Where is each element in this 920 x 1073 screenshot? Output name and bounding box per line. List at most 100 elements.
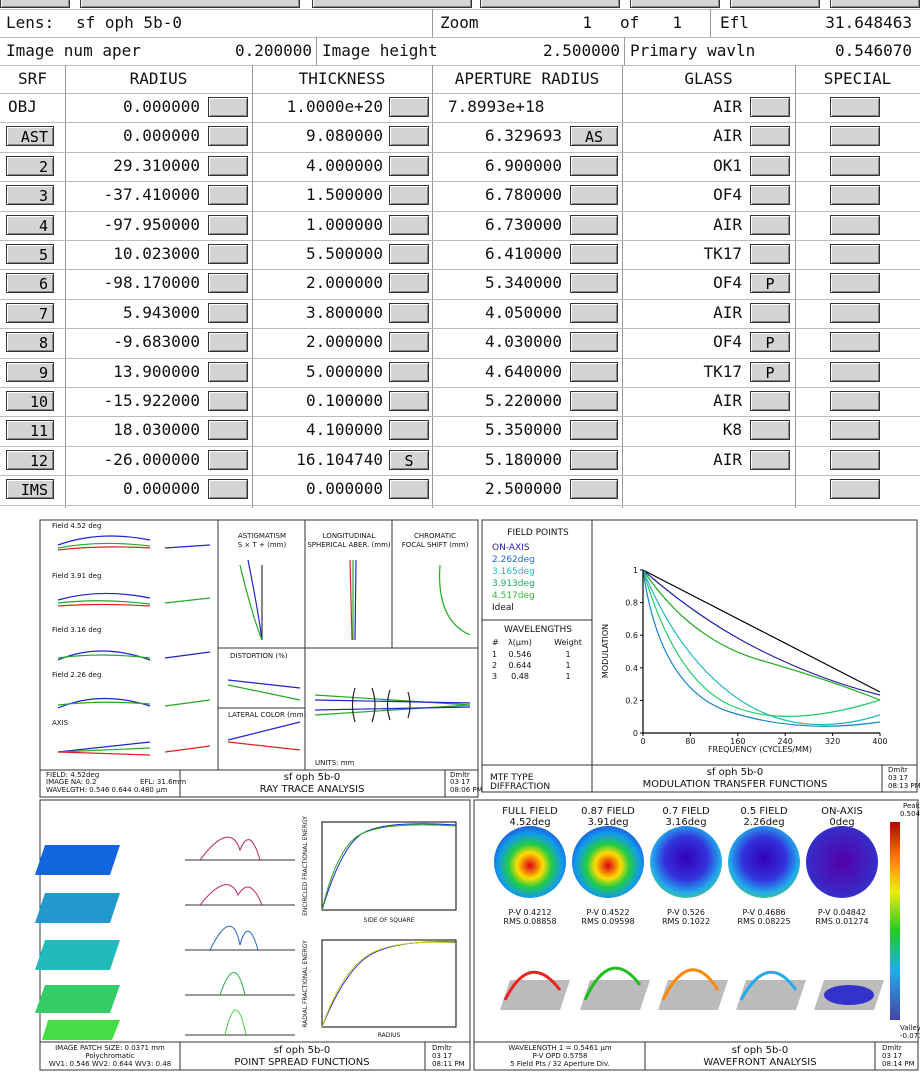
- button[interactable]: [389, 244, 429, 264]
- button[interactable]: [208, 97, 248, 117]
- button[interactable]: [389, 361, 429, 382]
- button[interactable]: [570, 302, 618, 323]
- button[interactable]: [208, 420, 248, 441]
- button[interactable]: [570, 244, 618, 264]
- field-angle: 0deg: [829, 817, 854, 828]
- footer-text: IMAGE PATCH SIZE: 0.0371 mm: [55, 1044, 165, 1052]
- button[interactable]: [389, 391, 429, 411]
- button[interactable]: [750, 185, 790, 206]
- button[interactable]: [570, 449, 618, 470]
- button[interactable]: [750, 391, 790, 411]
- button[interactable]: [389, 155, 429, 176]
- button[interactable]: [570, 185, 618, 206]
- button[interactable]: 10: [6, 391, 54, 411]
- button[interactable]: IMS: [6, 479, 54, 500]
- button[interactable]: [750, 302, 790, 323]
- button[interactable]: [570, 420, 618, 441]
- button[interactable]: [389, 302, 429, 323]
- toolbar-button[interactable]: [630, 0, 720, 8]
- button[interactable]: [570, 332, 618, 353]
- button[interactable]: [208, 244, 248, 264]
- button[interactable]: [208, 361, 248, 382]
- button[interactable]: 8: [6, 332, 54, 353]
- button[interactable]: [389, 420, 429, 441]
- button[interactable]: 11: [6, 420, 54, 441]
- button[interactable]: [830, 97, 880, 117]
- button[interactable]: [750, 126, 790, 147]
- button[interactable]: [208, 391, 248, 411]
- button[interactable]: [570, 361, 618, 382]
- button[interactable]: [830, 214, 880, 235]
- button[interactable]: [389, 479, 429, 500]
- toolbar-button[interactable]: [480, 0, 620, 8]
- glass: AIR: [713, 302, 742, 322]
- thickness: 1.000000: [305, 214, 383, 234]
- button[interactable]: AS: [570, 126, 618, 147]
- button[interactable]: [570, 155, 618, 176]
- button[interactable]: [830, 244, 880, 264]
- button[interactable]: [208, 185, 248, 206]
- button[interactable]: [208, 449, 248, 470]
- button[interactable]: [830, 361, 880, 382]
- button[interactable]: [389, 185, 429, 206]
- toolbar-button[interactable]: [312, 0, 472, 8]
- aperture-radius: 7.8993e+18: [448, 97, 545, 116]
- toolbar-button[interactable]: [730, 0, 820, 8]
- button[interactable]: [830, 449, 880, 470]
- button[interactable]: AST: [6, 126, 54, 147]
- column-line: [710, 9, 711, 37]
- button[interactable]: [389, 126, 429, 147]
- button[interactable]: [389, 332, 429, 353]
- button[interactable]: 5: [6, 244, 54, 264]
- button[interactable]: [570, 214, 618, 235]
- button[interactable]: [750, 420, 790, 441]
- button[interactable]: [830, 332, 880, 353]
- button[interactable]: [750, 449, 790, 470]
- button[interactable]: 9: [6, 361, 54, 382]
- y-tick-label: 1: [633, 566, 638, 575]
- button[interactable]: [750, 214, 790, 235]
- button[interactable]: [389, 97, 429, 117]
- button[interactable]: [830, 391, 880, 411]
- button[interactable]: 2: [6, 155, 54, 176]
- button[interactable]: [208, 214, 248, 235]
- button[interactable]: [389, 273, 429, 294]
- button[interactable]: [389, 214, 429, 235]
- button[interactable]: 4: [6, 214, 54, 235]
- footer-text: 03 17: [432, 1052, 452, 1060]
- button[interactable]: [750, 155, 790, 176]
- button[interactable]: 6: [6, 273, 54, 294]
- button[interactable]: S: [389, 449, 429, 470]
- button[interactable]: [208, 155, 248, 176]
- button[interactable]: [830, 273, 880, 294]
- button[interactable]: P: [750, 273, 790, 294]
- button[interactable]: [830, 155, 880, 176]
- button[interactable]: [208, 126, 248, 147]
- button[interactable]: 3: [6, 185, 54, 206]
- toolbar-button[interactable]: [80, 0, 300, 8]
- wavelength-cell: 1: [565, 661, 570, 670]
- button[interactable]: [750, 97, 790, 117]
- button[interactable]: [830, 302, 880, 323]
- button[interactable]: [830, 479, 880, 500]
- button[interactable]: [570, 273, 618, 294]
- thickness: 4.000000: [305, 155, 383, 175]
- button[interactable]: [830, 420, 880, 441]
- button[interactable]: [208, 273, 248, 294]
- button[interactable]: 12: [6, 449, 54, 470]
- button[interactable]: P: [750, 332, 790, 353]
- button[interactable]: P: [750, 361, 790, 382]
- button[interactable]: 7: [6, 302, 54, 323]
- button[interactable]: [570, 391, 618, 411]
- aperture-radius: 6.410000: [484, 244, 562, 263]
- wavelength-header: λ(µm): [508, 638, 532, 647]
- button[interactable]: [208, 332, 248, 353]
- toolbar-button[interactable]: [0, 0, 70, 8]
- button[interactable]: [208, 302, 248, 323]
- button[interactable]: [830, 185, 880, 206]
- button[interactable]: [750, 244, 790, 264]
- radius: -9.683000: [113, 332, 200, 352]
- button[interactable]: [208, 479, 248, 500]
- button[interactable]: [830, 126, 880, 147]
- button[interactable]: [570, 479, 618, 500]
